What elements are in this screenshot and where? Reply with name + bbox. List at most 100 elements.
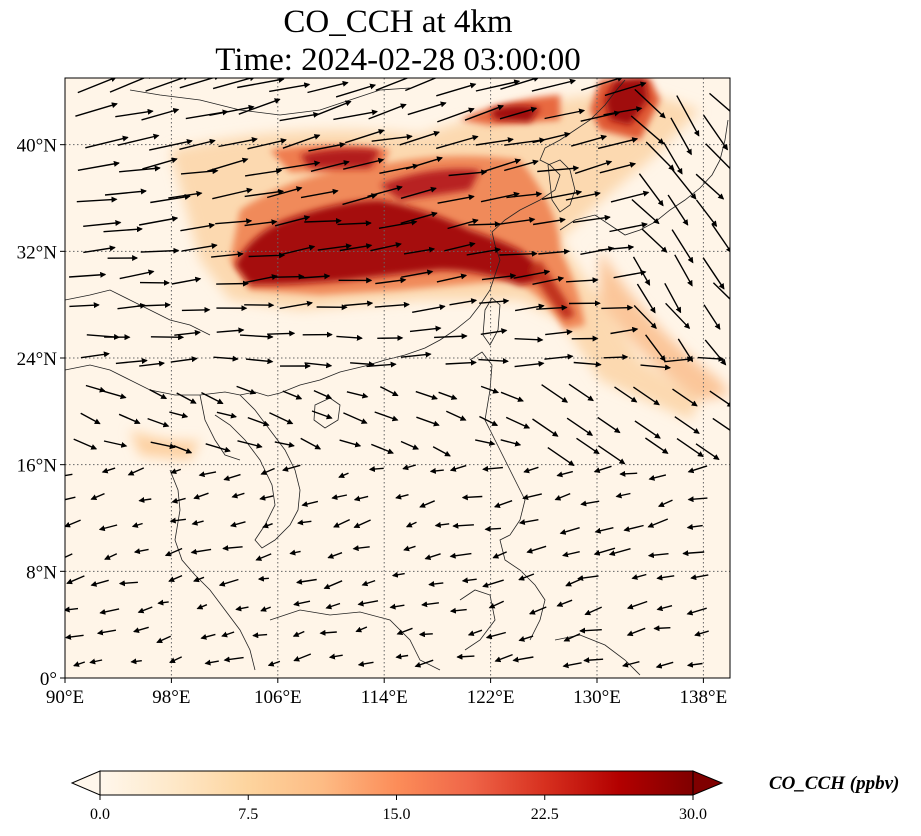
wind-arrow-373 bbox=[482, 579, 504, 588]
wind-arrow-372 bbox=[461, 577, 477, 584]
wind-arrow-319 bbox=[687, 496, 708, 503]
wind-arrow-412 bbox=[467, 629, 483, 637]
wind-arrow-327 bbox=[297, 519, 312, 526]
wind-arrow-28 bbox=[333, 109, 378, 121]
wind-arrow-304 bbox=[193, 492, 209, 500]
wind-arrow-346 bbox=[255, 553, 272, 561]
wind-arrow-196 bbox=[610, 326, 639, 335]
wind-arrow-116 bbox=[609, 222, 648, 233]
wind-arrow-176 bbox=[601, 304, 634, 311]
wind-arrow-435 bbox=[562, 662, 582, 669]
wind-arrow-111 bbox=[447, 218, 479, 230]
wind-arrow-218 bbox=[664, 356, 694, 363]
japan-coastline bbox=[559, 119, 729, 236]
y-tick-label-2: 16°N bbox=[17, 456, 58, 477]
wind-arrow-92 bbox=[480, 191, 520, 203]
wind-arrow-350 bbox=[403, 545, 416, 552]
map-title-line-2: Time: 2024-02-28 03:00:00 bbox=[215, 42, 581, 78]
wind-arrow-339 bbox=[686, 523, 703, 530]
wind-arrow-21 bbox=[115, 108, 154, 118]
concentration-field bbox=[65, 78, 730, 678]
wind-arrow-283 bbox=[170, 468, 182, 474]
wind-arrow-170 bbox=[412, 304, 446, 313]
wind-arrow-434 bbox=[512, 656, 534, 663]
wind-arrow-362 bbox=[118, 580, 138, 587]
wind-arrow-366 bbox=[257, 575, 269, 582]
wind-arrow-299 bbox=[687, 465, 708, 474]
wind-arrow-298 bbox=[648, 474, 667, 481]
wind-arrow-36 bbox=[603, 106, 643, 116]
wind-arrow-68 bbox=[343, 157, 385, 170]
wind-arrow-30 bbox=[407, 101, 447, 116]
wind-arrow-20 bbox=[75, 102, 118, 117]
wind-arrow-134 bbox=[538, 248, 570, 255]
wind-arrow-326 bbox=[262, 522, 273, 529]
wind-arrow-113 bbox=[498, 217, 536, 225]
wind-arrow-60 bbox=[77, 160, 120, 171]
wind-arrow-215 bbox=[573, 361, 602, 368]
wind-arrow-85 bbox=[244, 188, 285, 198]
wind-arrow-71 bbox=[448, 169, 488, 177]
borneo-coastline bbox=[269, 609, 441, 671]
wind-arrow-380 bbox=[65, 606, 79, 613]
wind-arrow-398 bbox=[656, 605, 673, 612]
taiwan-island bbox=[482, 297, 501, 346]
wind-arrow-72 bbox=[480, 158, 522, 174]
wind-arrow-26 bbox=[279, 111, 320, 122]
wind-arrow-389 bbox=[357, 600, 379, 607]
wind-arrow-93 bbox=[506, 191, 543, 199]
wind-arrow-3 bbox=[179, 78, 221, 89]
wind-arrow-423 bbox=[169, 656, 182, 664]
wind-arrow-295 bbox=[556, 470, 573, 478]
laos-border bbox=[199, 394, 241, 461]
wind-arrow-252 bbox=[479, 415, 499, 427]
wind-arrow-107 bbox=[304, 217, 342, 224]
wind-arrow-261 bbox=[103, 440, 128, 448]
wind-arrow-190 bbox=[409, 325, 442, 333]
wind-arrow-408 bbox=[319, 629, 337, 636]
wind-arrow-271 bbox=[432, 446, 451, 457]
wind-arrow-109 bbox=[378, 219, 418, 229]
wind-arrow-186 bbox=[267, 330, 296, 337]
wind-arrow-287 bbox=[282, 464, 301, 472]
wind-arrow-428 bbox=[328, 653, 343, 660]
wind-arrow-276 bbox=[597, 445, 626, 465]
vietnam-coastline bbox=[214, 394, 301, 549]
wind-arrow-118 bbox=[671, 229, 694, 264]
wind-arrow-317 bbox=[615, 492, 631, 499]
wind-arrow-79 bbox=[695, 173, 725, 200]
wind-arrow-42 bbox=[149, 138, 193, 151]
wind-arrow-208 bbox=[350, 361, 375, 368]
wind-arrow-422 bbox=[130, 658, 142, 665]
wind-arrow-349 bbox=[352, 545, 370, 552]
wind-arrow-114 bbox=[532, 217, 566, 226]
wind-arrow-193 bbox=[514, 336, 544, 343]
wind-arrow-182 bbox=[150, 334, 185, 341]
colorbar-extend-low bbox=[70, 770, 101, 796]
wind-arrow-263 bbox=[173, 445, 193, 454]
wind-arrow-341 bbox=[104, 553, 118, 560]
wind-arrow-312 bbox=[461, 494, 483, 501]
wind-arrow-316 bbox=[580, 500, 600, 507]
x-tick-label-2: 106°E bbox=[254, 687, 302, 708]
wind-arrow-404 bbox=[200, 633, 216, 640]
wind-arrow-156 bbox=[613, 269, 647, 279]
wind-arrow-233 bbox=[500, 391, 524, 402]
wind-arrow-301 bbox=[90, 492, 105, 500]
wind-arrow-162 bbox=[137, 301, 171, 308]
wind-arrow-9 bbox=[375, 78, 420, 91]
wind-arrow-311 bbox=[419, 500, 435, 508]
wind-arrow-110 bbox=[400, 211, 438, 224]
wind-arrow-217 bbox=[640, 364, 671, 371]
wind-arrow-70 bbox=[405, 156, 443, 170]
wind-arrow-399 bbox=[686, 607, 707, 616]
wind-arrow-51 bbox=[436, 134, 479, 150]
wind-arrow-46 bbox=[282, 134, 321, 149]
wind-arrow-87 bbox=[300, 188, 339, 199]
wind-arrow-205 bbox=[245, 358, 274, 365]
wind-arrow-402 bbox=[133, 626, 149, 634]
wind-arrow-258 bbox=[674, 416, 700, 434]
wind-arrow-328 bbox=[333, 518, 350, 528]
wind-arrow-420 bbox=[73, 661, 86, 667]
wind-arrow-54 bbox=[532, 131, 571, 144]
